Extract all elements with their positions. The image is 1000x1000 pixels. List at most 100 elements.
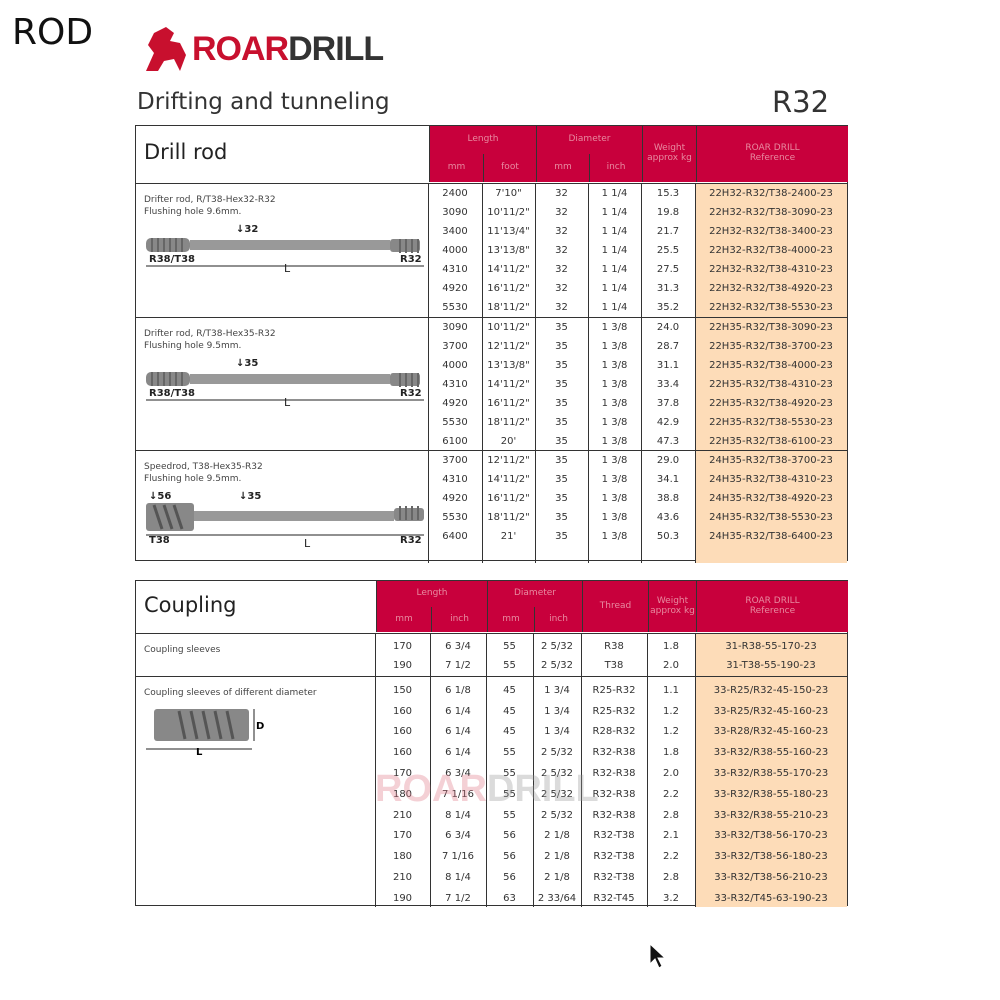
header-diameter-inch: inch: [534, 607, 582, 632]
svg-text:L: L: [284, 262, 291, 275]
table-cell: 35: [555, 398, 568, 409]
reference-cell: 24H35-R32/T38-3700-23: [709, 455, 833, 466]
mouse-cursor-icon: [649, 942, 667, 969]
reference-cell: 22H32-R32/T38-2400-23: [709, 188, 833, 199]
header-weight: Weight approx kg: [648, 581, 696, 632]
table-cell: 10'11/2": [487, 322, 530, 333]
table-cell: 6 1/4: [445, 747, 471, 759]
table-cell: 3.2: [663, 892, 679, 904]
table-cell: 42.9: [656, 417, 680, 428]
table-cell: 29.0: [656, 455, 680, 466]
table-cell: 31.3: [656, 283, 680, 294]
reference-cell: 33-R32/R38-55-160-23: [713, 747, 829, 759]
table-cell: 32: [555, 283, 568, 294]
table-cell: 4920: [442, 493, 468, 504]
table-section: Speedrod, T38-Hex35-R32 Flushing hole 9.5…: [136, 451, 847, 563]
reference-cell: 33-R32/R38-55-170-23: [713, 768, 829, 780]
table-cell: 1.2: [663, 705, 679, 717]
table-cell: 31.1: [656, 360, 680, 371]
corner-label: ROD: [12, 12, 94, 53]
reference-cell: 33-R25/R32-45-160-23: [713, 705, 829, 717]
table-cell: 1 3/8: [601, 474, 628, 485]
table-cell: 56: [503, 830, 516, 842]
svg-text:↓56: ↓56: [149, 491, 171, 502]
table-cell: 16'11/2": [487, 283, 530, 294]
table-row: 190 7 1/2 63 2 33/64 R32-T45 3.2 33-R32/T45-63…: [375, 888, 847, 909]
brand-logo: ROAR DRILL: [140, 20, 385, 78]
table-cell: 35: [555, 322, 568, 333]
header-length-foot: foot: [483, 154, 536, 182]
table-cell: 10'11/2": [487, 207, 530, 218]
table-cell: 55: [503, 809, 516, 821]
table-cell: 1.1: [663, 684, 679, 696]
table-cell: 7 1/2: [445, 892, 471, 904]
table-cell: 32: [555, 226, 568, 237]
table-cell: 3700: [442, 341, 468, 352]
table-cell: 35: [555, 474, 568, 485]
table-cell: 6 1/8: [445, 684, 471, 696]
description-line: Flushing hole 9.6mm.: [144, 207, 242, 218]
table-cell: 11'13/4": [487, 226, 530, 237]
table-cell: 14'11/2": [487, 379, 530, 390]
table-cell: 2 1/8: [544, 851, 570, 863]
header-length: Length: [429, 126, 536, 154]
table-cell: 1 3/8: [601, 341, 628, 352]
coupling-table: Coupling Length mm inch Diameter mm inch…: [135, 580, 848, 909]
table-cell: 16'11/2": [487, 398, 530, 409]
table-cell: 1.2: [663, 726, 679, 738]
table-cell: 6400: [442, 531, 468, 542]
table-cell: 33.4: [656, 379, 680, 390]
table-row: 4920 16'11/2" 32 1 1/4 31.3 22H32-R32/T38-492…: [428, 279, 847, 298]
table-cell: 1 3/8: [601, 493, 628, 504]
table-row: 150 6 1/8 45 1 3/4 R25-R32 1.1 33-R25/R32-45-1…: [375, 680, 847, 701]
table-cell: 32: [555, 207, 568, 218]
table-cell: 170: [392, 768, 413, 780]
table-cell: 27.5: [656, 264, 680, 275]
header-reference: ROAR DRILL Reference: [696, 126, 848, 182]
table-cell: 2.1: [663, 830, 679, 842]
table-cell: 25.5: [656, 245, 680, 256]
table-cell: 16'11/2": [487, 493, 530, 504]
reference-cell: 22H35-R32/T38-4310-23: [709, 379, 833, 390]
reference-cell: 22H35-R32/T38-3700-23: [709, 341, 833, 352]
table-row: 180 7 1/16 56 2 1/8 R32-T38 2.2 33-R32/T38-56-…: [375, 846, 847, 867]
table-cell: R28-R32: [592, 726, 636, 738]
table-cell: 55: [503, 660, 516, 671]
table-cell: 35.2: [656, 302, 680, 313]
table-row: 3090 10'11/2" 35 1 3/8 24.0 22H35-R32/T38-309…: [428, 318, 847, 337]
header-reference: ROAR DRILL Reference: [696, 581, 848, 632]
table-cell: 35: [555, 379, 568, 390]
header-length-mm: mm: [429, 154, 483, 182]
table-cell: 18'11/2": [487, 417, 530, 428]
table-section: Drifter rod, R/T38-Hex35-R32 Flushing hol…: [136, 318, 847, 451]
table-cell: 210: [392, 872, 413, 884]
table-cell: 2 5/32: [541, 660, 573, 671]
table-cell: 2 5/32: [541, 788, 573, 800]
table-cell: 210: [392, 809, 413, 821]
description-line: Speedrod, T38-Hex35-R32: [144, 462, 263, 472]
table-cell: 7 1/16: [442, 788, 474, 800]
table-row: 210 8 1/4 55 2 5/32 R32-R38 2.8 33-R32/R38-55-…: [375, 805, 847, 826]
table-cell: 160: [392, 747, 413, 759]
table-row: 170 6 3/4 56 2 1/8 R32-T38 2.1 33-R32/T38-56-1…: [375, 826, 847, 847]
reference-cell: 22H35-R32/T38-3090-23: [709, 322, 833, 333]
table-cell: 35: [555, 360, 568, 371]
table-cell: 2 5/32: [541, 747, 573, 759]
table-cell: 50.3: [656, 531, 680, 542]
svg-text:↓35: ↓35: [239, 491, 261, 502]
table-cell: 2.2: [663, 788, 679, 800]
reference-cell: 22H35-R32/T38-6100-23: [709, 436, 833, 447]
table-cell: 32: [555, 302, 568, 313]
table-cell: 14'11/2": [487, 474, 530, 485]
section-description: Coupling sleeves: [136, 634, 392, 666]
svg-text:L: L: [304, 537, 311, 549]
svg-text:L: L: [196, 747, 203, 755]
table-cell: 45: [503, 705, 516, 717]
reference-cell: 22H32-R32/T38-5530-23: [709, 302, 833, 313]
table-cell: 3090: [442, 207, 468, 218]
table-cell: R32-T38: [593, 851, 635, 863]
table-cell: 2.2: [663, 851, 679, 863]
table-cell: 3090: [442, 322, 468, 333]
table-cell: 55: [503, 768, 516, 780]
table-cell: 1 3/4: [544, 726, 570, 738]
